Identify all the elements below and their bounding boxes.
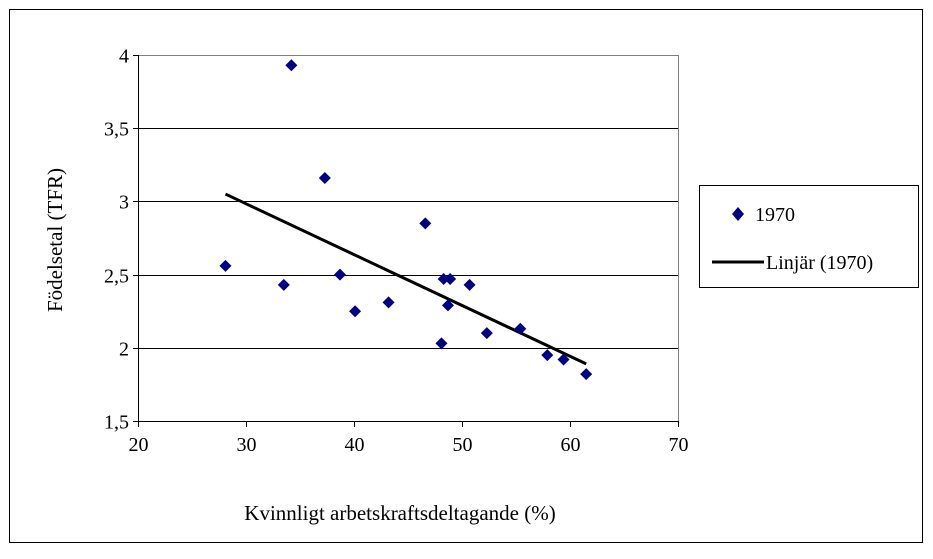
- legend-marker-1970: [732, 207, 744, 221]
- y-tick-label-0: 1,5: [104, 412, 129, 434]
- y-tick-label-5: 4: [119, 46, 129, 68]
- x-tick-label-4: 60: [561, 434, 581, 456]
- data-point-8: [435, 337, 448, 350]
- legend-label-linear-1970: Linjär (1970): [766, 252, 873, 274]
- data-point-3: [318, 171, 331, 184]
- x-axis-title: Kvinnligt arbetskraftsdeltagande (%): [244, 501, 555, 525]
- legend-label-1970: 1970: [755, 204, 795, 226]
- data-point-1: [277, 278, 290, 291]
- data-point-0: [219, 259, 232, 272]
- data-point-2: [285, 59, 298, 72]
- x-tick-label-1: 30: [237, 434, 257, 456]
- data-points: [219, 59, 593, 381]
- data-point-12: [463, 278, 476, 291]
- trendline-linear-1970: [224, 192, 587, 366]
- y-tick-label-2: 2,5: [104, 266, 129, 288]
- data-point-10: [441, 299, 454, 312]
- data-point-16: [557, 353, 570, 366]
- x-tick-label-0: 20: [129, 434, 149, 456]
- y-tick-label-1: 2: [119, 339, 129, 361]
- x-tick-label-3: 50: [453, 434, 473, 456]
- data-point-4: [333, 268, 346, 281]
- data-point-11: [444, 272, 457, 285]
- x-tick-label-5: 70: [669, 434, 689, 456]
- data-point-15: [541, 349, 554, 362]
- x-tick-label-2: 40: [345, 434, 365, 456]
- data-point-14: [514, 322, 527, 335]
- axes: 1,5 2 2,5 3 3,5 4 20 30 40 50 60 70: [104, 46, 689, 457]
- y-axis-title: Födelsetal (TFR): [43, 168, 67, 312]
- legend-box: [699, 185, 919, 288]
- data-point-5: [349, 305, 362, 318]
- y-tick-label-4: 3,5: [104, 119, 129, 141]
- data-point-6: [382, 296, 395, 309]
- data-point-7: [419, 217, 432, 230]
- data-point-9: [437, 272, 450, 285]
- y-tick-label-3: 3: [119, 192, 129, 214]
- data-point-13: [480, 327, 493, 340]
- data-point-17: [580, 368, 593, 381]
- legend: 1970 Linjär (1970): [699, 185, 919, 288]
- trendline-layer: [224, 192, 587, 366]
